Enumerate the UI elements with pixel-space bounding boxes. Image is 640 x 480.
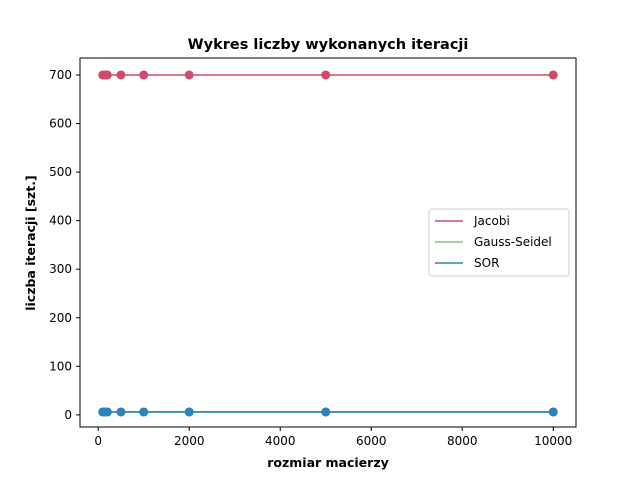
legend-label-gauss-seidel: Gauss-Seidel: [474, 235, 552, 249]
data-point-sor: [139, 407, 149, 417]
y-tick-label: 700: [49, 68, 72, 82]
data-point-sor: [116, 407, 126, 417]
data-point-sor: [321, 407, 331, 417]
plot-area: 0 2000 4000 6000 8000 10000 0 100 200 300 400 500 60…: [49, 57, 577, 448]
y-tick-label: 0: [64, 408, 72, 422]
legend-label-sor: SOR: [474, 256, 499, 270]
legend: Jacobi Gauss-Seidel SOR: [428, 208, 570, 277]
data-point-sor: [102, 407, 112, 417]
data-point-jacobi: [184, 70, 194, 80]
x-tick-label: 6000: [356, 434, 387, 448]
data-point-jacobi: [102, 70, 112, 80]
y-tick-label: 200: [49, 311, 72, 325]
x-axis-label: rozmiar macierzy: [267, 455, 389, 470]
chart-title: Wykres liczby wykonanych iteracji: [188, 37, 469, 53]
data-point-sor: [184, 407, 194, 417]
x-tick-label: 0: [94, 434, 102, 448]
legend-box: [428, 208, 570, 277]
data-point-jacobi: [548, 70, 558, 80]
data-point-sor: [548, 407, 558, 417]
x-tick-label: 4000: [265, 434, 296, 448]
plot-frame: [79, 57, 577, 428]
data-point-jacobi: [321, 70, 331, 80]
data-point-jacobi: [139, 70, 149, 80]
legend-label-jacobi: Jacobi: [473, 214, 510, 228]
x-tick-label: 8000: [447, 434, 478, 448]
y-tick-label: 500: [49, 165, 72, 179]
x-tick-label: 10000: [534, 434, 572, 448]
y-tick-label: 400: [49, 214, 72, 228]
y-tick-label: 100: [49, 359, 72, 373]
y-axis-label: liczba iteracji [szt.]: [23, 175, 38, 311]
x-tick-label: 2000: [174, 434, 205, 448]
y-tick-label: 600: [49, 117, 72, 131]
data-point-jacobi: [116, 70, 126, 80]
y-tick-label: 300: [49, 262, 72, 276]
